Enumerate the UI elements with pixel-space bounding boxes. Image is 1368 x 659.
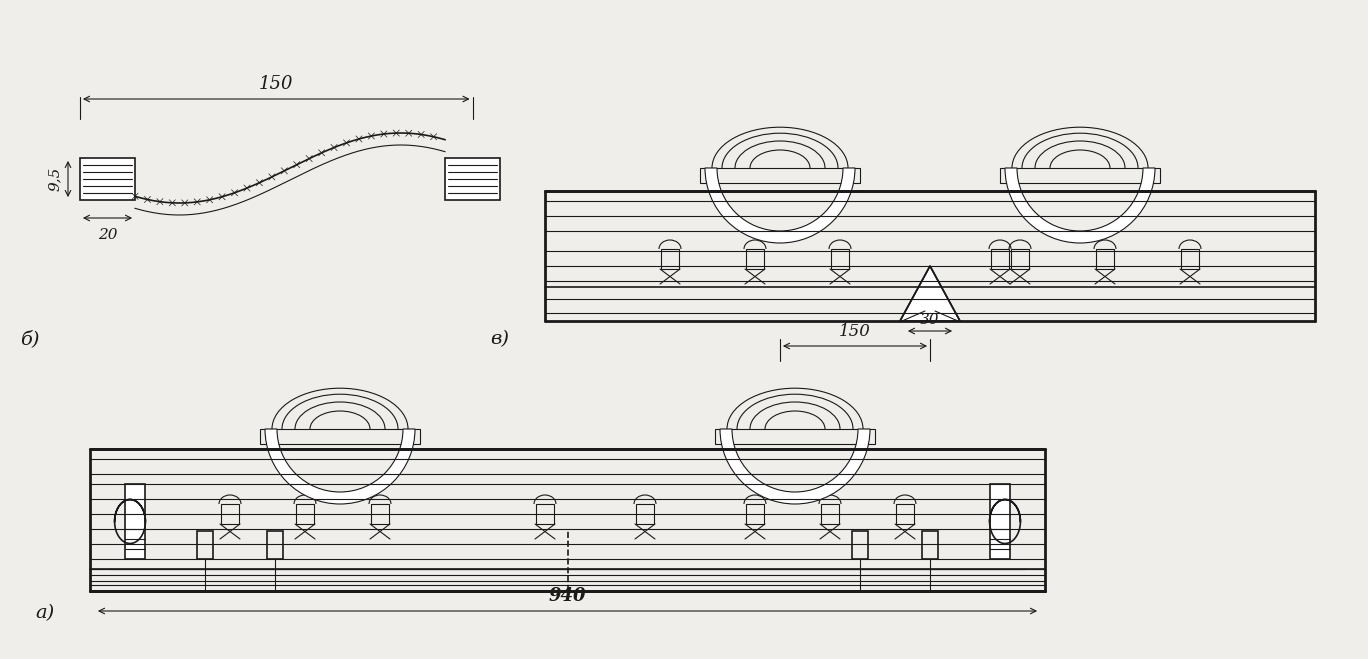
Polygon shape xyxy=(124,484,145,559)
Polygon shape xyxy=(445,158,499,200)
Text: 940: 940 xyxy=(549,587,587,605)
Wedge shape xyxy=(1005,168,1155,243)
Text: 9,5: 9,5 xyxy=(48,167,62,191)
Text: а): а) xyxy=(36,604,55,622)
Text: 30: 30 xyxy=(921,313,940,327)
Text: 150: 150 xyxy=(259,75,294,93)
Text: 20: 20 xyxy=(97,228,118,242)
Text: в): в) xyxy=(490,330,509,348)
Wedge shape xyxy=(265,429,415,504)
Text: б): б) xyxy=(21,330,40,348)
Polygon shape xyxy=(79,158,135,200)
Polygon shape xyxy=(990,484,1010,559)
Wedge shape xyxy=(720,429,870,504)
Wedge shape xyxy=(705,168,855,243)
Polygon shape xyxy=(900,266,960,321)
Text: 150: 150 xyxy=(839,323,871,340)
